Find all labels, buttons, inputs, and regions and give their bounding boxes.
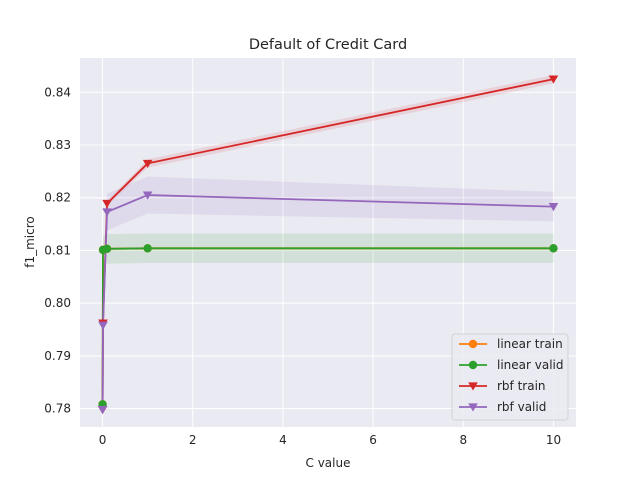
rbf-valid-point [548, 203, 559, 212]
legend-marker-linear-valid [468, 360, 478, 370]
y-tick-label: 0.78 [44, 402, 71, 416]
y-tick-label: 0.81 [44, 243, 71, 257]
legend-label-linear-train: linear train [497, 337, 563, 351]
linear-valid-point [143, 244, 152, 253]
series-markers [97, 75, 559, 415]
chart-title: Default of Credit Card [249, 37, 407, 53]
rbf-valid-point [142, 191, 153, 200]
rbf-valid-point [97, 406, 108, 415]
y-tick-label: 0.82 [44, 191, 71, 205]
y-tick-label: 0.80 [44, 296, 71, 310]
rbf-valid-point [98, 321, 108, 330]
x-tick-label: 8 [459, 433, 467, 447]
rbf-train-point [548, 75, 559, 84]
y-tick-labels: 0.78 0.79 0.80 0.81 0.82 0.83 0.84 [44, 85, 71, 415]
x-axis-label: C value [306, 456, 351, 470]
legend-marker-rbf-train [468, 382, 478, 391]
x-tick-label: 2 [189, 433, 197, 447]
x-tick-labels: 0 2 4 6 8 10 [99, 433, 561, 447]
x-tick-label: 4 [279, 433, 287, 447]
y-tick-label: 0.83 [44, 138, 71, 152]
legend-label-linear-valid: linear valid [497, 358, 564, 372]
x-tick-label: 6 [369, 433, 377, 447]
y-tick-label: 0.79 [44, 349, 71, 363]
legend-box [451, 333, 569, 421]
legend-label-rbf-valid: rbf valid [497, 400, 546, 414]
legend-label-rbf-train: rbf train [497, 379, 546, 393]
y-tick-label: 0.84 [44, 85, 71, 99]
y-axis-label: f1_micro [23, 216, 37, 268]
legend-marker-linear-train [468, 339, 478, 349]
linear-valid-point [549, 244, 558, 253]
rbf-train-point [142, 159, 153, 168]
x-tick-label: 10 [546, 433, 561, 447]
rbf-train-point [102, 199, 112, 209]
x-tick-label: 0 [99, 433, 107, 447]
rbf-valid-band [102, 176, 554, 415]
legend: linear train linear valid rbf train rbf val… [451, 333, 569, 421]
linear-valid-point [102, 244, 112, 254]
rbf-valid-point [102, 208, 112, 217]
legend-marker-rbf-valid [468, 403, 478, 412]
